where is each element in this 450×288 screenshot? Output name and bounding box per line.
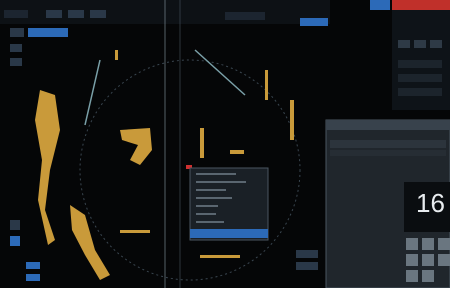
side-button[interactable] <box>10 220 20 230</box>
toolbar-button[interactable] <box>4 10 28 18</box>
toolbar-button[interactable] <box>300 18 328 26</box>
side-button[interactable] <box>10 44 22 52</box>
panel-button[interactable] <box>414 40 426 48</box>
menu-item[interactable] <box>196 205 218 207</box>
echo <box>70 205 110 280</box>
mode-button[interactable] <box>28 28 68 37</box>
panel-field[interactable] <box>398 60 442 68</box>
echo <box>35 90 60 245</box>
table-row <box>330 150 446 156</box>
window-titlebar <box>326 120 450 130</box>
menu-item[interactable] <box>196 181 246 183</box>
panel-header <box>392 0 450 10</box>
panel-button[interactable] <box>398 40 410 48</box>
menu-item[interactable] <box>196 221 224 223</box>
echo <box>290 100 294 140</box>
ebl-line <box>85 60 100 125</box>
panel-tab[interactable] <box>370 0 390 10</box>
panel-field[interactable] <box>398 88 442 96</box>
bottom-button[interactable] <box>296 262 318 270</box>
key[interactable] <box>422 238 434 250</box>
radar-echoes <box>35 50 294 280</box>
menu-item[interactable] <box>196 213 216 215</box>
menu-item[interactable] <box>196 173 236 175</box>
ebl-line <box>195 50 245 95</box>
side-button[interactable] <box>10 58 22 66</box>
toolbar-field[interactable] <box>225 12 265 20</box>
bottom-button[interactable] <box>296 250 318 258</box>
key[interactable] <box>422 270 434 282</box>
table-header <box>330 140 446 148</box>
echo <box>120 230 150 233</box>
toolbar-button[interactable] <box>68 10 84 18</box>
toolbar-button[interactable] <box>90 10 106 18</box>
key[interactable] <box>438 238 450 250</box>
numeric-value: 16 <box>416 188 445 219</box>
toolbar-button[interactable] <box>46 10 62 18</box>
menu-item[interactable] <box>196 197 232 199</box>
menu-item-selected[interactable] <box>190 229 268 238</box>
menu-item[interactable] <box>196 189 226 191</box>
panel-field[interactable] <box>398 74 442 82</box>
key[interactable] <box>406 254 418 266</box>
panel-button[interactable] <box>430 40 442 48</box>
echo <box>230 150 244 154</box>
key[interactable] <box>406 238 418 250</box>
key[interactable] <box>438 254 450 266</box>
echo <box>120 128 152 165</box>
radar-screen: 16 <box>0 0 450 288</box>
side-button[interactable] <box>10 236 20 246</box>
key[interactable] <box>406 270 418 282</box>
bottom-field[interactable] <box>26 274 40 281</box>
radar-display <box>0 0 450 288</box>
echo <box>200 255 240 258</box>
bottom-field[interactable] <box>26 262 40 269</box>
key[interactable] <box>422 254 434 266</box>
echo <box>200 128 204 158</box>
mode-button[interactable] <box>10 28 24 37</box>
echo <box>265 70 268 100</box>
echo <box>115 50 118 60</box>
